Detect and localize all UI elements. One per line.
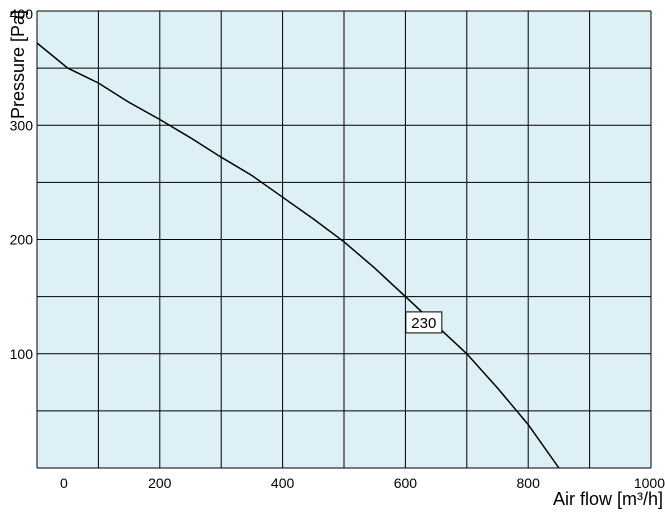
x-tick-label: 600 — [394, 475, 418, 491]
y-tick-label: 200 — [10, 232, 34, 248]
curve-labels: 230 — [405, 311, 443, 334]
curve-label-box — [405, 311, 443, 334]
y-tick-label: 100 — [10, 346, 34, 362]
y-tick-label: 400 — [10, 6, 34, 22]
x-tick-label: 400 — [271, 475, 295, 491]
x-tick-label: 0 — [60, 475, 68, 491]
x-tick-label: 200 — [148, 475, 172, 491]
curve-label-text: 230 — [411, 315, 436, 332]
y-tick-label: 300 — [10, 117, 34, 133]
x-tick-labels: 0 200 400 600 800 1000 — [60, 475, 665, 491]
grid-lines — [36, 10, 652, 469]
y-tick-labels: 100 200 300 400 — [10, 6, 34, 362]
x-tick-label: 1000 — [634, 475, 665, 491]
x-axis-title: Air flow [m³/h] — [553, 489, 663, 509]
series-line-230 — [36, 42, 560, 469]
x-tick-label: 800 — [517, 475, 541, 491]
y-axis-title: Pressure [Pa] — [8, 10, 28, 119]
curve-label-230: 230 — [405, 311, 443, 334]
